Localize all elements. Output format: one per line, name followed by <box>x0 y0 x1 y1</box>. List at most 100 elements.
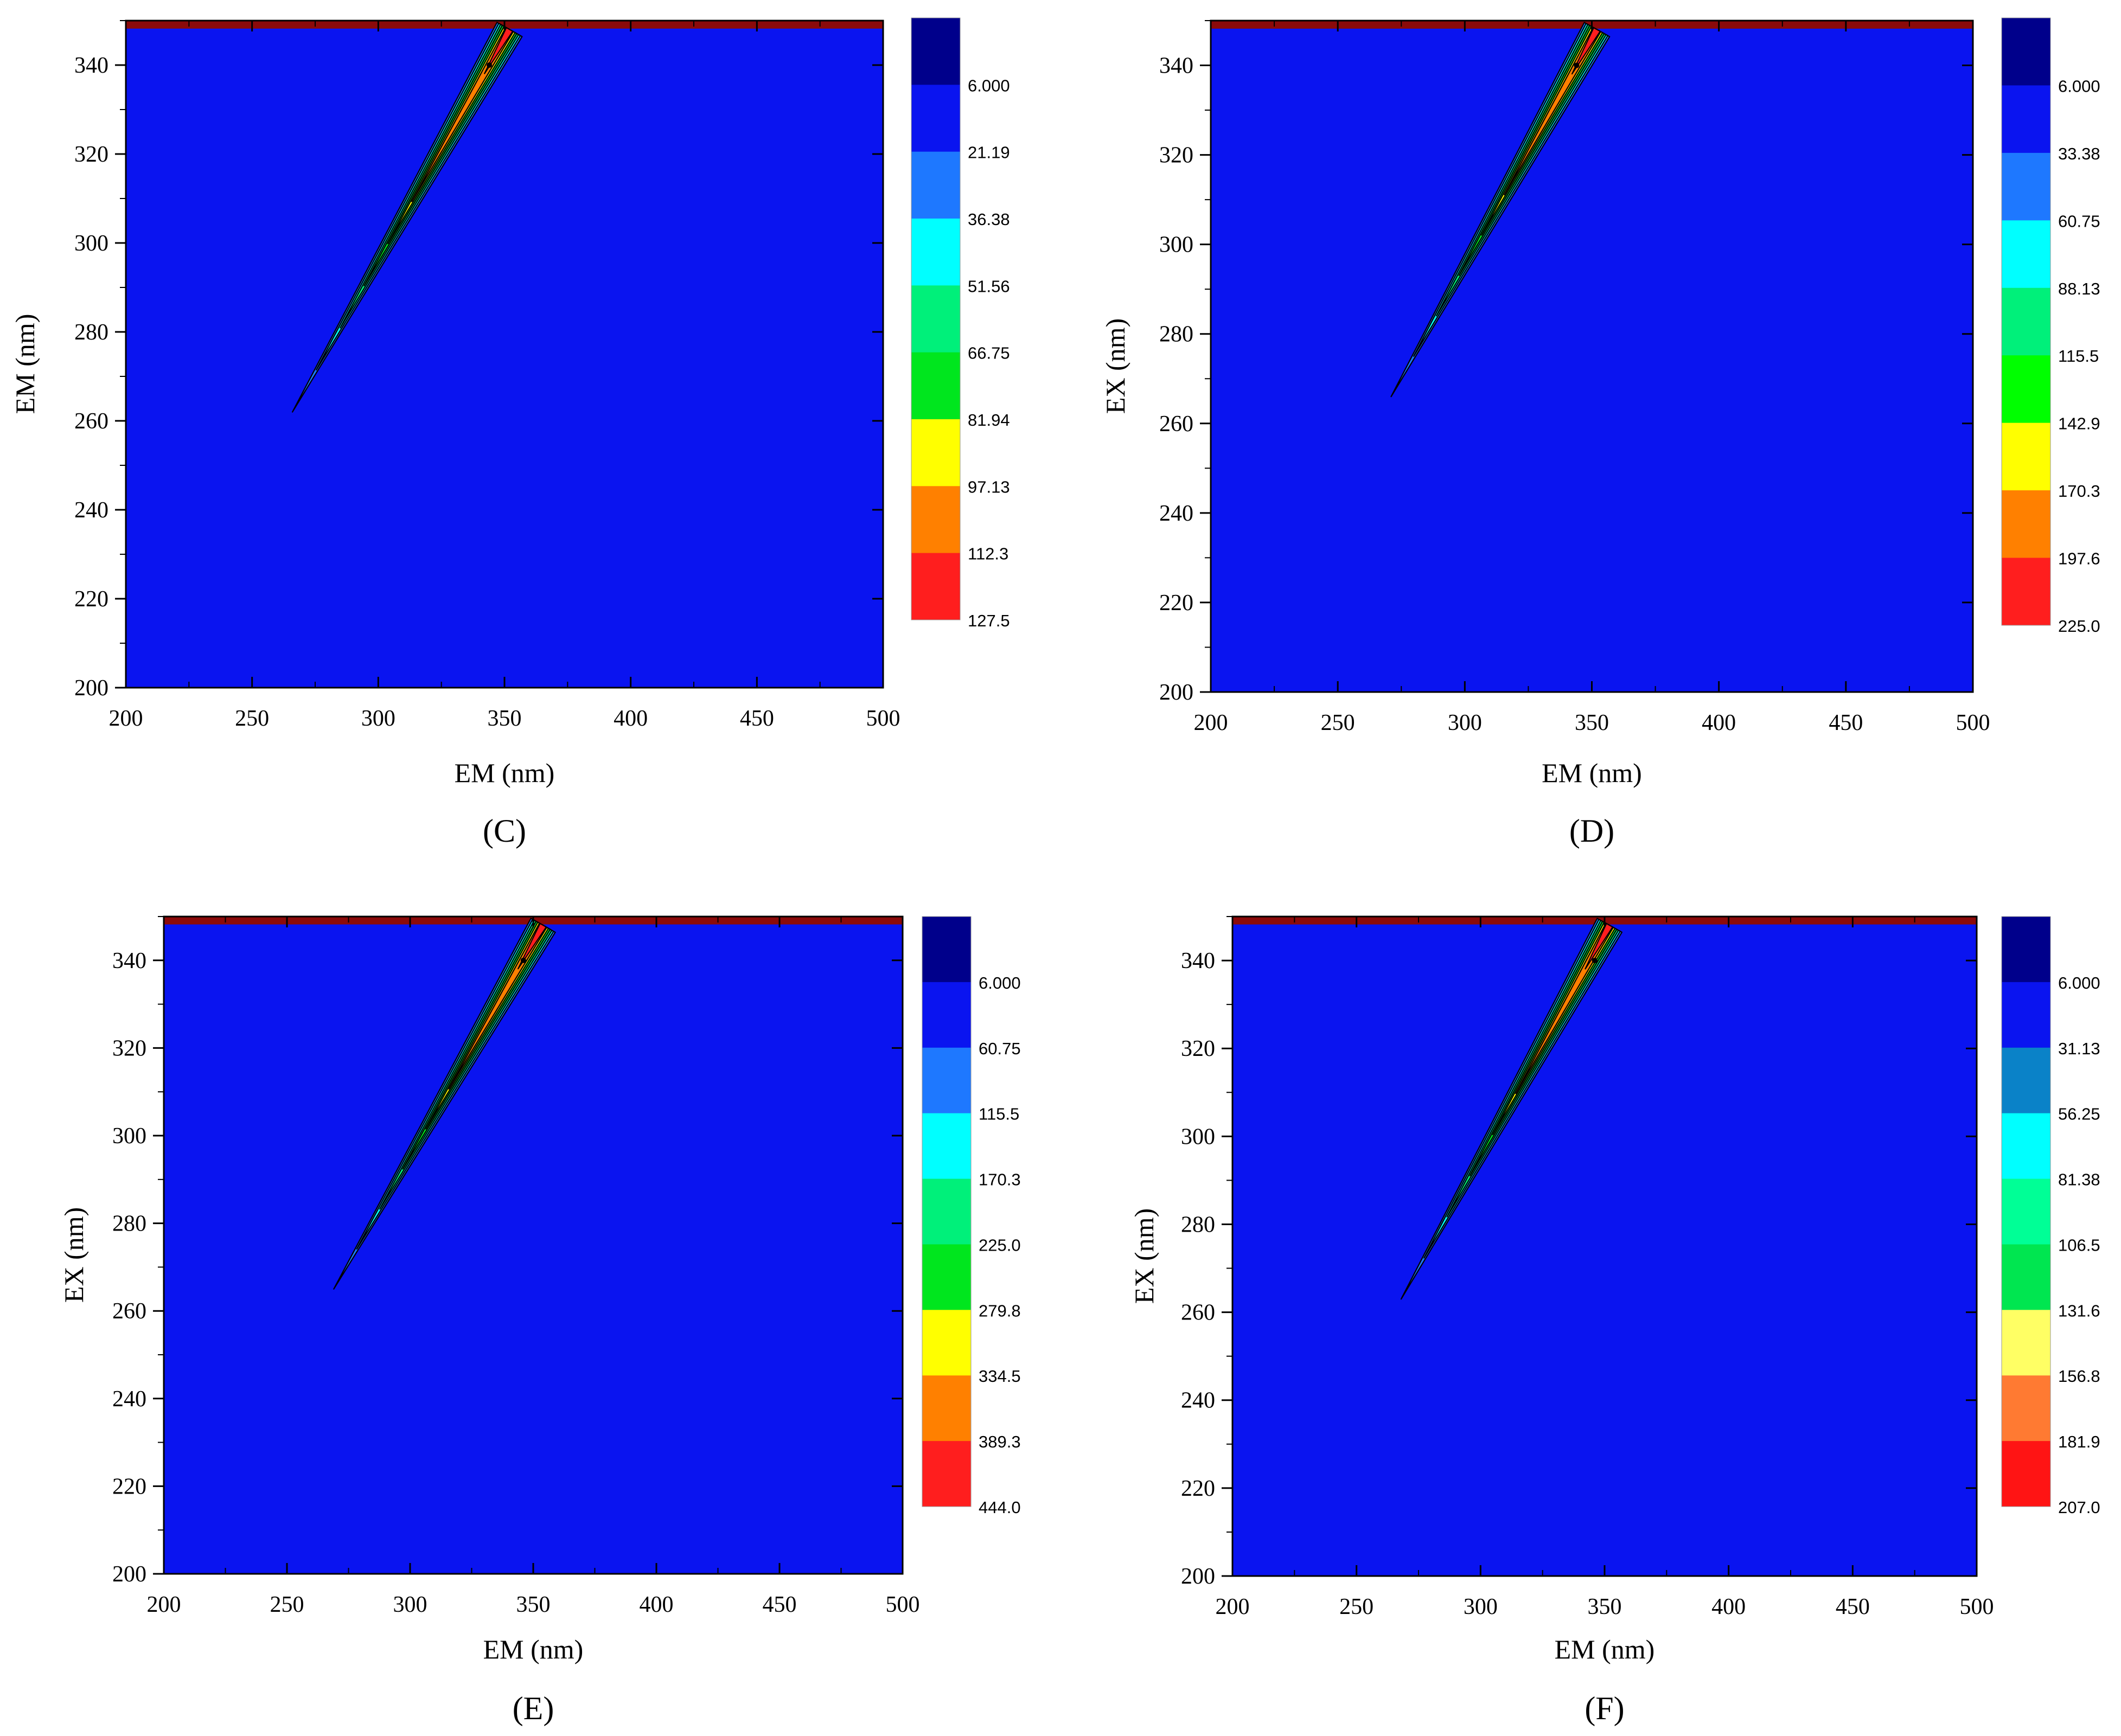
colorbar-label: 181.9 <box>2058 1432 2100 1451</box>
x-tick-label: 500 <box>1956 710 1990 735</box>
y-tick-label: 300 <box>112 1124 146 1149</box>
colorbar-swatch <box>911 285 960 353</box>
colorbar-swatch <box>922 1178 971 1245</box>
colorbar-swatch <box>2002 1441 2050 1507</box>
y-tick-label: 280 <box>74 320 108 345</box>
colorbar: 6.000 33.38 60.75 88.13 115.5 142.9 170.3 197.6… <box>2001 17 2100 636</box>
colorbar-swatch <box>922 1113 971 1180</box>
colorbar-swatch <box>2002 1113 2050 1180</box>
y-tick-label: 320 <box>74 142 108 167</box>
colorbar-label: 115.5 <box>979 1105 1019 1124</box>
plot-area <box>164 917 903 1574</box>
colorbar-swatch <box>2002 152 2050 221</box>
y-axis-title: EX (nm) <box>1129 1208 1159 1304</box>
plot-area <box>1211 21 1973 692</box>
y-tick-label: 280 <box>1181 1212 1215 1237</box>
y-tick-label: 320 <box>112 1036 146 1061</box>
colorbar-label: 56.25 <box>2058 1105 2100 1124</box>
y-tick-label: 280 <box>1159 322 1193 347</box>
colorbar-swatch <box>2002 1178 2050 1245</box>
y-axis-title: EM (nm) <box>10 314 40 414</box>
colorbar: 6.000 31.13 56.25 81.38 106.5 131.6 156.8 181.9… <box>2001 916 2100 1517</box>
colorbar-swatch <box>2002 982 2050 1048</box>
colorbar-label: 60.75 <box>979 1039 1021 1058</box>
colorbar-swatch <box>911 486 960 554</box>
colorbar-label: 170.3 <box>979 1170 1021 1189</box>
colorbar-label: 6.000 <box>2058 973 2100 992</box>
peak-region <box>1571 27 1601 75</box>
colorbar-label: 127.5 <box>968 611 1010 630</box>
colorbar-swatch <box>911 219 960 286</box>
y-tick-label: 240 <box>1181 1388 1215 1413</box>
colorbar-label: 142.9 <box>2058 414 2100 433</box>
y-tick-label: 240 <box>74 498 108 523</box>
colorbar-swatch <box>2002 220 2050 289</box>
colorbar-label: 389.3 <box>979 1432 1021 1451</box>
x-tick-label: 200 <box>1216 1594 1250 1619</box>
x-axis-title: EM (nm) <box>1555 1634 1655 1664</box>
x-tick-label: 350 <box>1575 710 1609 735</box>
colorbar-swatch <box>2002 1375 2050 1442</box>
y-tick-label: 300 <box>1181 1124 1215 1149</box>
x-tick-label: 300 <box>361 706 395 731</box>
y-tick-label: 200 <box>74 676 108 701</box>
y-tick-label: 220 <box>112 1474 146 1499</box>
x-tick-label: 400 <box>1702 710 1736 735</box>
y-tick-label: 340 <box>74 53 108 78</box>
colorbar-label: 225.0 <box>979 1235 1021 1254</box>
colorbar-frame <box>2001 17 2051 626</box>
x-tick-label: 450 <box>763 1592 797 1617</box>
x-tick-label: 250 <box>270 1592 304 1617</box>
colorbar-label: 81.38 <box>2058 1170 2100 1189</box>
y-tick-label: 260 <box>1181 1301 1215 1325</box>
contour-panel: 200 250 300 350 400 450 500 200 220 240 260 280 300 3… <box>59 915 1021 1726</box>
x-tick-label: 200 <box>147 1592 181 1617</box>
y-tick-label: 200 <box>1181 1564 1215 1589</box>
colorbar-swatch <box>2002 558 2050 626</box>
colorbar-label: 207.0 <box>2058 1498 2100 1517</box>
colorbar-label: 6.000 <box>979 973 1021 992</box>
colorbar-label: 156.8 <box>2058 1367 2100 1386</box>
plot-area <box>1232 917 1977 1576</box>
y-axis-title: EX (nm) <box>59 1207 89 1303</box>
colorbar-swatch <box>911 352 960 420</box>
x-tick-label: 300 <box>1448 710 1482 735</box>
y-tick-label: 280 <box>112 1212 146 1237</box>
contour-panel: 200 250 300 350 400 450 500 200 220 240 260 280 300 3… <box>10 17 1010 849</box>
y-tick-label: 200 <box>112 1562 146 1587</box>
peak-marker <box>1592 958 1598 964</box>
colorbar-swatch <box>922 1047 971 1114</box>
panel-label: (D) <box>1569 813 1614 849</box>
panel-label: (F) <box>1585 1690 1624 1726</box>
y-tick-label: 340 <box>112 949 146 973</box>
x-tick-label: 450 <box>1836 1594 1870 1619</box>
x-tick-label: 500 <box>1960 1594 1994 1619</box>
colorbar-swatch <box>2002 1244 2050 1310</box>
colorbar-label: 106.5 <box>2058 1235 2100 1254</box>
colorbar-label: 60.75 <box>2058 212 2100 230</box>
colorbar-swatch <box>2002 1310 2050 1376</box>
x-axis-title: EM (nm) <box>1542 758 1642 788</box>
colorbar-label: 115.5 <box>2058 347 2099 366</box>
y-tick-label: 200 <box>1159 680 1193 705</box>
colorbar-frame <box>922 916 972 1507</box>
colorbar-label: 36.38 <box>968 210 1010 229</box>
x-tick-label: 450 <box>1829 710 1863 735</box>
peak-marker <box>487 62 493 68</box>
panel-label: (C) <box>483 813 526 849</box>
y-tick-label: 220 <box>74 587 108 612</box>
y-tick-label: 300 <box>1159 233 1193 258</box>
colorbar: 6.000 60.75 115.5 170.3 225.0 279.8 334.5 389.3… <box>922 916 1021 1517</box>
x-tick-label: 350 <box>516 1592 551 1617</box>
colorbar-swatch <box>911 85 960 152</box>
x-tick-label: 250 <box>235 706 269 731</box>
colorbar-label: 225.0 <box>2058 617 2100 636</box>
colorbar-swatch <box>922 982 971 1048</box>
colorbar-swatch <box>2002 287 2050 356</box>
x-tick-label: 300 <box>393 1592 427 1617</box>
colorbar-swatch <box>2002 917 2050 983</box>
x-tick-label: 400 <box>1711 1594 1746 1619</box>
peak-marker <box>520 957 526 963</box>
colorbar-label: 21.19 <box>968 143 1010 162</box>
colorbar-swatch <box>922 1375 971 1442</box>
